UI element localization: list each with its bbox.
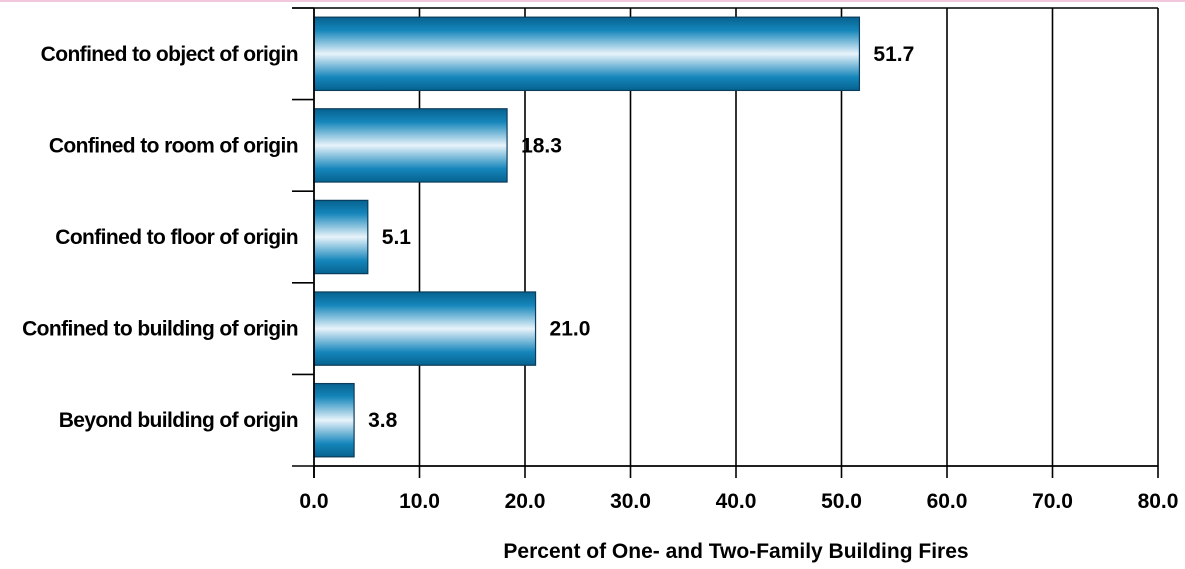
data-label-1: 18.3	[521, 134, 562, 157]
bar-3	[313, 291, 537, 366]
x-tick-label-40: 40.0	[716, 490, 757, 513]
category-label-4: Beyond building of origin	[59, 409, 298, 432]
bar-4	[313, 382, 355, 458]
category-label-3: Confined to building of origin	[22, 318, 298, 341]
x-tick-label-70: 70.0	[1032, 490, 1073, 513]
x-tick-label-10: 10.0	[399, 490, 440, 513]
category-label-1: Confined to room of origin	[49, 134, 298, 157]
top-rule	[0, 0, 1185, 2]
category-label-0: Confined to object of origin	[41, 43, 298, 66]
category-label-2: Confined to floor of origin	[55, 226, 298, 249]
x-tick-label-80: 80.0	[1138, 490, 1179, 513]
bars	[313, 16, 861, 458]
bar-2	[313, 199, 369, 275]
data-label-0: 51.7	[873, 43, 914, 66]
data-label-4: 3.8	[368, 409, 398, 432]
axes	[292, 7, 1159, 478]
x-tick-label-50: 50.0	[821, 490, 862, 513]
data-label-3: 21.0	[550, 318, 591, 341]
bar-0	[313, 16, 861, 92]
x-tick-label-20: 20.0	[505, 490, 546, 513]
x-axis-title: Percent of One- and Two-Family Building …	[503, 540, 968, 563]
bar-1	[313, 108, 508, 183]
data-label-2: 5.1	[382, 226, 412, 249]
x-tick-label-0: 0.0	[299, 490, 328, 513]
x-tick-label-30: 30.0	[610, 490, 651, 513]
x-tick-label-60: 60.0	[927, 490, 968, 513]
labels: Confined to object of origin 51.7 Confined…	[22, 43, 1178, 513]
